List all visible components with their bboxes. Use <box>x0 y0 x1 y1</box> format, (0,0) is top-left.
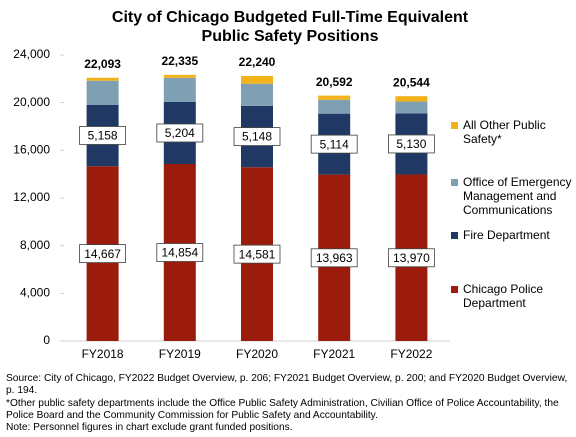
data-label: 14,854 <box>161 246 198 260</box>
total-label: 22,093 <box>84 57 121 71</box>
label-box <box>79 244 126 264</box>
total-label: 22,240 <box>239 55 276 69</box>
x-tick-label: FY2020 <box>236 347 278 361</box>
bar-segment <box>318 95 351 100</box>
total-label: 20,544 <box>393 75 430 89</box>
note: Note: Personnel figures in chart exclude… <box>6 422 293 434</box>
y-tick-label: 16,000 <box>13 143 50 157</box>
total-label: 20,592 <box>316 75 353 89</box>
x-tick-label: FY2022 <box>390 347 432 361</box>
bar-segment <box>163 77 196 102</box>
x-tick-label: FY2021 <box>313 347 355 361</box>
legend-swatch <box>451 232 458 239</box>
data-label: 5,204 <box>165 126 195 140</box>
data-label: 13,963 <box>316 251 353 265</box>
label-box <box>79 126 126 145</box>
x-tick-label: FY2019 <box>159 347 201 361</box>
data-label: 5,158 <box>88 129 118 143</box>
note: *Other public safety departments include… <box>6 397 559 421</box>
y-tick-label: 4,000 <box>20 286 50 300</box>
data-label: 5,130 <box>396 137 426 151</box>
bar-segment <box>241 75 273 84</box>
label-box <box>310 248 358 268</box>
bar-segment <box>86 80 119 105</box>
legend-swatch <box>451 179 458 186</box>
y-tick-label: 8,000 <box>20 238 50 252</box>
bar-segment <box>395 101 428 114</box>
total-label: 22,335 <box>161 54 198 68</box>
legend-label: Office of Emergency Management and Commu… <box>463 175 572 217</box>
y-tick-label: 24,000 <box>13 47 50 61</box>
label-box <box>387 134 435 154</box>
data-label: 14,581 <box>239 247 276 261</box>
bar-segment <box>395 96 428 102</box>
label-box <box>310 134 358 154</box>
data-label: 5,114 <box>320 137 349 151</box>
legend-label: Chicago Police Department <box>463 282 544 310</box>
legend-label: Fire Department <box>463 228 550 242</box>
y-tick-label: 12,000 <box>13 190 50 204</box>
legend-swatch <box>451 122 458 129</box>
label-box <box>156 123 204 143</box>
bar-segment <box>163 74 196 78</box>
data-label: 5,148 <box>242 130 272 144</box>
y-tick-label: 0 <box>43 333 50 347</box>
note: Source: City of Chicago, FY2022 Budget O… <box>6 373 568 397</box>
legend-label: All Other Public Safety* <box>463 118 546 146</box>
data-label: 13,970 <box>393 251 430 265</box>
label-box <box>387 248 435 268</box>
label-box <box>233 244 281 264</box>
x-tick-label: FY2018 <box>82 347 124 361</box>
data-label: 14,667 <box>84 247 121 261</box>
chart-title: City of Chicago Budgeted Full-Time Equiv… <box>111 9 469 45</box>
bar-segment <box>86 77 119 81</box>
y-tick-label: 20,000 <box>13 95 50 109</box>
notes: Source: City of Chicago, FY2022 Budget O… <box>6 373 572 434</box>
label-box <box>233 127 281 146</box>
bar-segment <box>241 83 273 106</box>
legend-swatch <box>451 286 458 293</box>
label-box <box>156 243 204 262</box>
bar-segment <box>318 99 351 114</box>
